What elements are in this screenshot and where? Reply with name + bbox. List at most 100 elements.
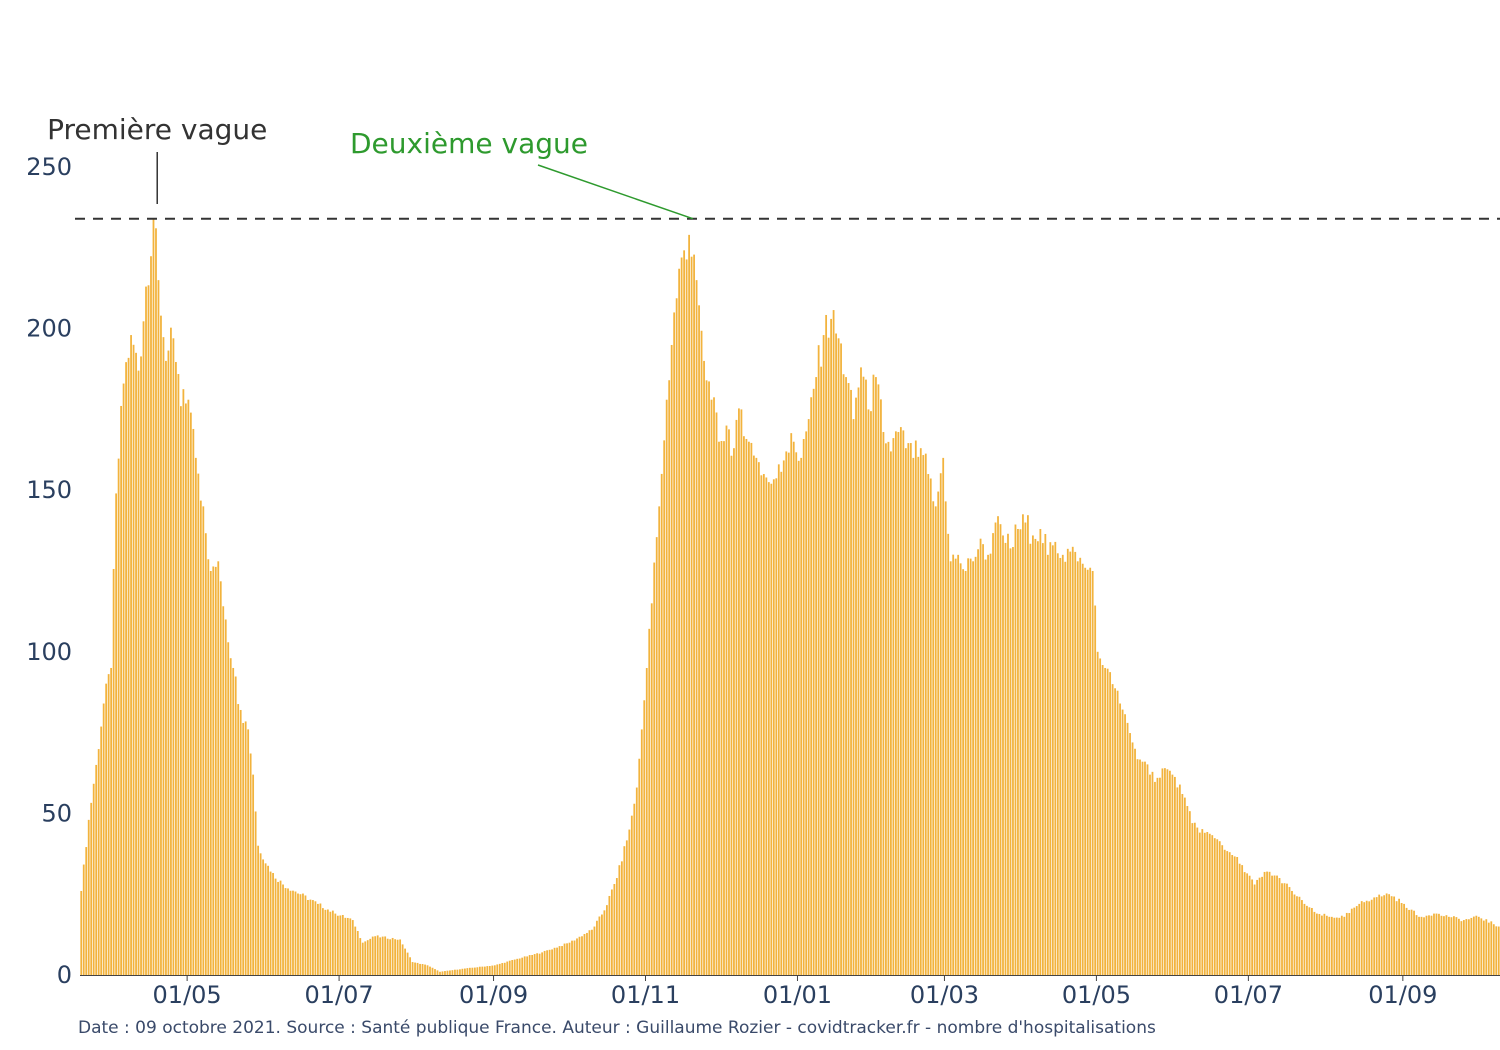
bar bbox=[675, 298, 678, 975]
bar bbox=[1086, 569, 1089, 975]
bar bbox=[1164, 768, 1166, 975]
bar bbox=[1353, 907, 1356, 975]
bar bbox=[1472, 916, 1475, 975]
bar bbox=[1171, 774, 1174, 975]
bar bbox=[897, 432, 900, 975]
bar bbox=[1248, 875, 1251, 975]
bar bbox=[336, 915, 339, 975]
bar bbox=[1129, 733, 1131, 975]
bar bbox=[170, 327, 172, 975]
bar bbox=[364, 941, 367, 975]
bar bbox=[645, 668, 648, 975]
bar bbox=[147, 285, 150, 975]
bar bbox=[720, 441, 723, 975]
bar bbox=[718, 441, 720, 976]
bar bbox=[503, 962, 506, 975]
bar bbox=[1253, 884, 1256, 975]
bar bbox=[459, 969, 461, 975]
bar bbox=[197, 473, 200, 975]
bar bbox=[444, 971, 446, 975]
bar bbox=[663, 440, 666, 975]
bar bbox=[1014, 524, 1017, 975]
y-tick-label: 250 bbox=[26, 153, 72, 181]
bar bbox=[531, 955, 534, 975]
bar bbox=[1221, 845, 1224, 975]
bar bbox=[204, 533, 207, 975]
bar bbox=[967, 558, 970, 975]
bar bbox=[419, 963, 421, 975]
bar bbox=[705, 380, 708, 975]
bar bbox=[1283, 883, 1286, 975]
bar bbox=[1002, 535, 1004, 975]
bar bbox=[1027, 515, 1029, 975]
bar bbox=[919, 448, 922, 975]
bar bbox=[1291, 890, 1293, 975]
bar bbox=[882, 432, 885, 975]
bar bbox=[424, 964, 426, 975]
bar bbox=[239, 709, 242, 975]
bar bbox=[1196, 827, 1199, 975]
bar bbox=[820, 366, 823, 975]
bar bbox=[1034, 538, 1037, 975]
bar bbox=[1410, 909, 1413, 975]
bar bbox=[932, 501, 935, 975]
bar bbox=[346, 917, 349, 975]
bar bbox=[279, 880, 282, 975]
bar bbox=[1064, 561, 1067, 975]
bar bbox=[730, 455, 733, 976]
bar bbox=[1268, 871, 1271, 975]
bar bbox=[85, 847, 88, 975]
bar bbox=[1340, 915, 1343, 975]
bar bbox=[314, 901, 317, 975]
bar bbox=[399, 939, 402, 975]
bar bbox=[142, 321, 145, 975]
bar bbox=[566, 943, 568, 975]
bar bbox=[1198, 832, 1201, 975]
bar bbox=[1231, 855, 1234, 975]
bar bbox=[872, 374, 875, 975]
bar bbox=[184, 403, 187, 976]
bar bbox=[396, 939, 399, 975]
bar bbox=[212, 566, 215, 975]
bar bbox=[1149, 774, 1151, 975]
bar bbox=[840, 343, 842, 975]
bar bbox=[847, 383, 850, 975]
bar bbox=[1385, 893, 1388, 975]
bar bbox=[506, 961, 509, 975]
bar bbox=[1139, 759, 1141, 975]
bar bbox=[1226, 851, 1229, 975]
bar bbox=[115, 493, 118, 975]
bar bbox=[344, 917, 347, 975]
bar bbox=[1169, 770, 1171, 975]
bar bbox=[379, 937, 382, 975]
bar bbox=[695, 280, 698, 975]
bar bbox=[1428, 915, 1430, 975]
bar bbox=[571, 940, 573, 975]
bar bbox=[331, 910, 334, 975]
bar bbox=[192, 428, 195, 976]
bar bbox=[439, 971, 441, 975]
bar bbox=[130, 335, 132, 975]
bar bbox=[703, 360, 705, 975]
bar bbox=[536, 953, 539, 975]
bar bbox=[877, 384, 880, 975]
bar bbox=[1448, 916, 1450, 975]
x-tick-label: 01/09 bbox=[459, 981, 528, 1009]
bar bbox=[1056, 553, 1059, 975]
bar bbox=[1370, 899, 1373, 975]
bar bbox=[591, 929, 593, 975]
bar bbox=[137, 370, 140, 975]
bar bbox=[870, 411, 872, 975]
bar bbox=[1323, 913, 1326, 975]
bar bbox=[152, 218, 155, 975]
bar bbox=[939, 473, 942, 975]
bar bbox=[1355, 906, 1358, 975]
bar bbox=[977, 549, 979, 975]
bar bbox=[162, 337, 165, 975]
bar bbox=[1044, 533, 1047, 975]
bar bbox=[765, 477, 768, 975]
bar bbox=[541, 952, 544, 975]
bar bbox=[1211, 835, 1214, 975]
bar bbox=[508, 960, 511, 975]
bar bbox=[578, 936, 581, 975]
